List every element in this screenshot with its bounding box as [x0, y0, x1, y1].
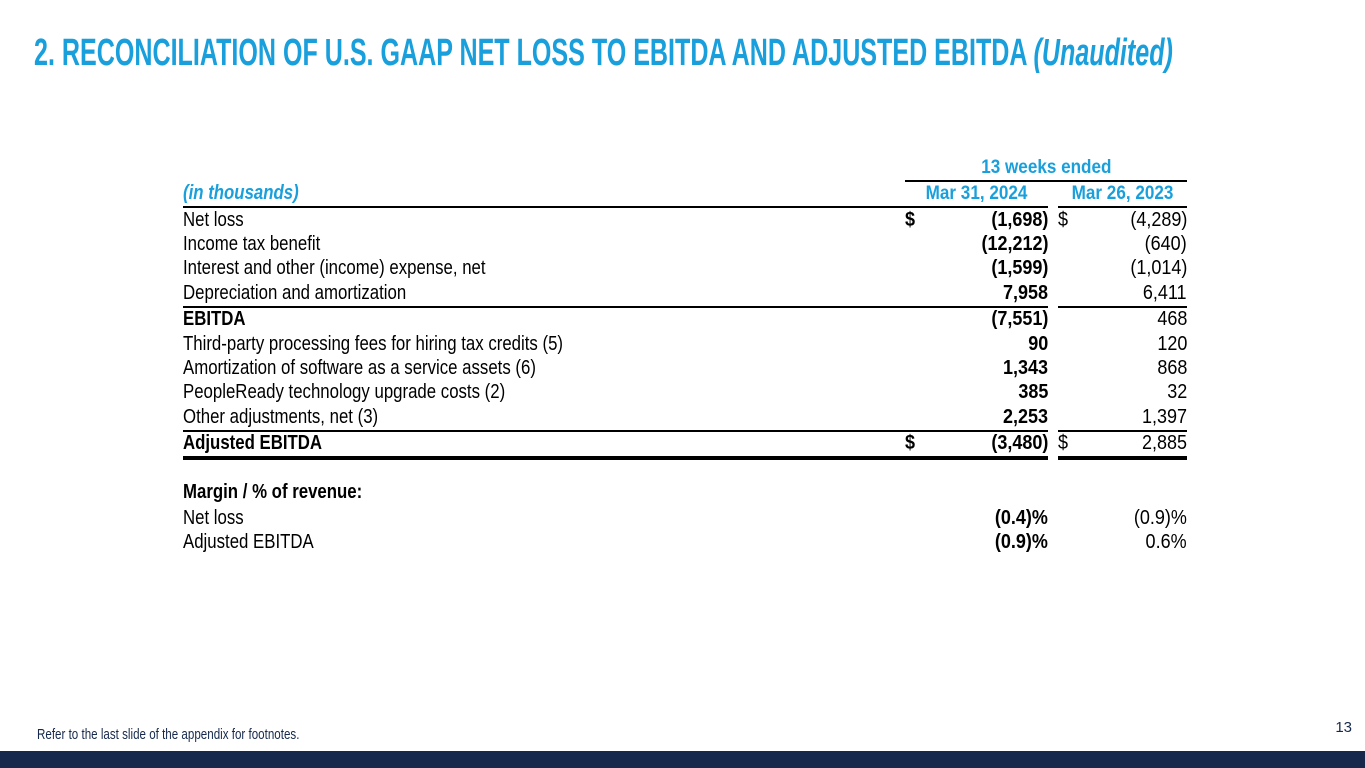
- bottom-accent-bar: [0, 751, 1365, 768]
- row-label: Income tax benefit: [183, 233, 321, 256]
- table-row-adjusted-ebitda: Adjusted EBITDA $ (3,480) $ 2,885: [183, 430, 1188, 460]
- table-row-ebitda: EBITDA (7,551) 468: [183, 307, 1187, 332]
- value-2024: (0.9)%: [994, 531, 1048, 554]
- value-2024: (0.4)%: [994, 506, 1048, 529]
- value-2024: (1,599): [990, 257, 1048, 280]
- col-header-2023: Mar 26, 2023: [1071, 183, 1174, 204]
- group-header-row: 13 weeks ended: [183, 156, 1188, 182]
- row-label: Third-party processing fees for hiring t…: [183, 332, 564, 355]
- unit-label: (in thousands): [183, 182, 299, 204]
- value-2023: 6,411: [1143, 281, 1188, 304]
- table-row-depreciation: Depreciation and amortization 7,958 6,41…: [183, 281, 1188, 308]
- value-2023: 1,397: [1141, 405, 1188, 428]
- value-2023: 2,885: [1141, 432, 1188, 455]
- value-2024: 2,253: [1002, 405, 1048, 428]
- page-title-unaudited: (Unaudited): [1033, 32, 1173, 74]
- value-2024: 7,958: [1002, 281, 1048, 304]
- row-label: EBITDA: [183, 308, 246, 331]
- value-2023: (4,289): [1129, 208, 1188, 231]
- dollar-sign: $: [1058, 432, 1069, 455]
- value-2024: (1,698): [990, 208, 1048, 231]
- row-label: Adjusted EBITDA: [183, 531, 314, 554]
- table-row-saas-amortization: Amortization of software as a service as…: [183, 356, 1187, 380]
- value-2023: (1,014): [1129, 257, 1188, 280]
- value-2023: (0.9)%: [1133, 506, 1187, 529]
- row-label: Other adjustments, net (3): [183, 405, 379, 428]
- table-row-income-tax-benefit: Income tax benefit (12,212) (640): [183, 232, 1187, 256]
- table-row-interest-other: Interest and other (income) expense, net…: [183, 257, 1187, 281]
- margin-section-header: Margin / % of revenue:: [183, 480, 363, 503]
- column-header-row: (in thousands) Mar 31, 2024 Mar 26, 2023: [183, 181, 1188, 208]
- value-2024: (12,212): [980, 233, 1048, 256]
- margin-row-net-loss: Net loss (0.4)% (0.9)%: [183, 506, 1187, 530]
- value-2024: 90: [1027, 332, 1048, 355]
- dollar-sign: $: [905, 208, 916, 231]
- table-row-net-loss: Net loss $ (1,698) $ (4,289): [183, 207, 1187, 232]
- row-label: Interest and other (income) expense, net: [183, 257, 486, 280]
- value-2024: 385: [1017, 381, 1048, 404]
- page-title-text: 2. RECONCILIATION OF U.S. GAAP NET LOSS …: [34, 32, 1034, 74]
- col-group-header-cell: 13 weeks ended: [905, 156, 1188, 182]
- value-2024: (3,480): [990, 432, 1048, 455]
- margin-row-adjusted-ebitda: Adjusted EBITDA (0.9)% 0.6%: [183, 530, 1187, 554]
- row-label: Amortization of software as a service as…: [183, 357, 536, 380]
- footnote-reference: Refer to the last slide of the appendix …: [37, 727, 300, 743]
- row-label: Depreciation and amortization: [183, 281, 407, 304]
- value-2024: 1,343: [1002, 357, 1048, 380]
- unit-label-cell: (in thousands): [183, 181, 905, 208]
- col-header-2024-cell: Mar 31, 2024: [905, 181, 1048, 208]
- value-2023: 120: [1156, 332, 1188, 355]
- col-group-header: 13 weeks ended: [980, 157, 1112, 178]
- value-2023: 468: [1156, 308, 1188, 331]
- col-header-2023-cell: Mar 26, 2023: [1058, 181, 1188, 208]
- value-2024: (7,551): [990, 308, 1048, 331]
- dollar-sign: $: [1058, 208, 1069, 231]
- dollar-sign: $: [905, 432, 916, 455]
- value-2023: 32: [1166, 381, 1188, 404]
- page-number: 13: [1335, 719, 1352, 736]
- row-label: Net loss: [183, 506, 244, 529]
- margin-section-header-row: Margin / % of revenue:: [183, 478, 1187, 506]
- row-label: PeopleReady technology upgrade costs (2): [183, 381, 506, 404]
- value-2023: (640): [1144, 233, 1188, 256]
- value-2023: 0.6%: [1145, 531, 1187, 554]
- page-title: 2. RECONCILIATION OF U.S. GAAP NET LOSS …: [34, 33, 1173, 73]
- value-2023: 868: [1156, 357, 1188, 380]
- reconciliation-table: 13 weeks ended (in thousands) Mar 31, 20…: [183, 156, 1188, 460]
- col-header-2024: Mar 31, 2024: [925, 183, 1028, 204]
- table-row-third-party-fees: Third-party processing fees for hiring t…: [183, 332, 1187, 356]
- table-row-peopleready-upgrade: PeopleReady technology upgrade costs (2)…: [183, 381, 1187, 405]
- table-row-other-adjustments: Other adjustments, net (3) 2,253 1,397: [183, 405, 1188, 432]
- row-label: Adjusted EBITDA: [183, 432, 323, 455]
- margin-section-table: Margin / % of revenue: Net loss (0.4)% (…: [183, 478, 1187, 555]
- row-label: Net loss: [183, 208, 244, 231]
